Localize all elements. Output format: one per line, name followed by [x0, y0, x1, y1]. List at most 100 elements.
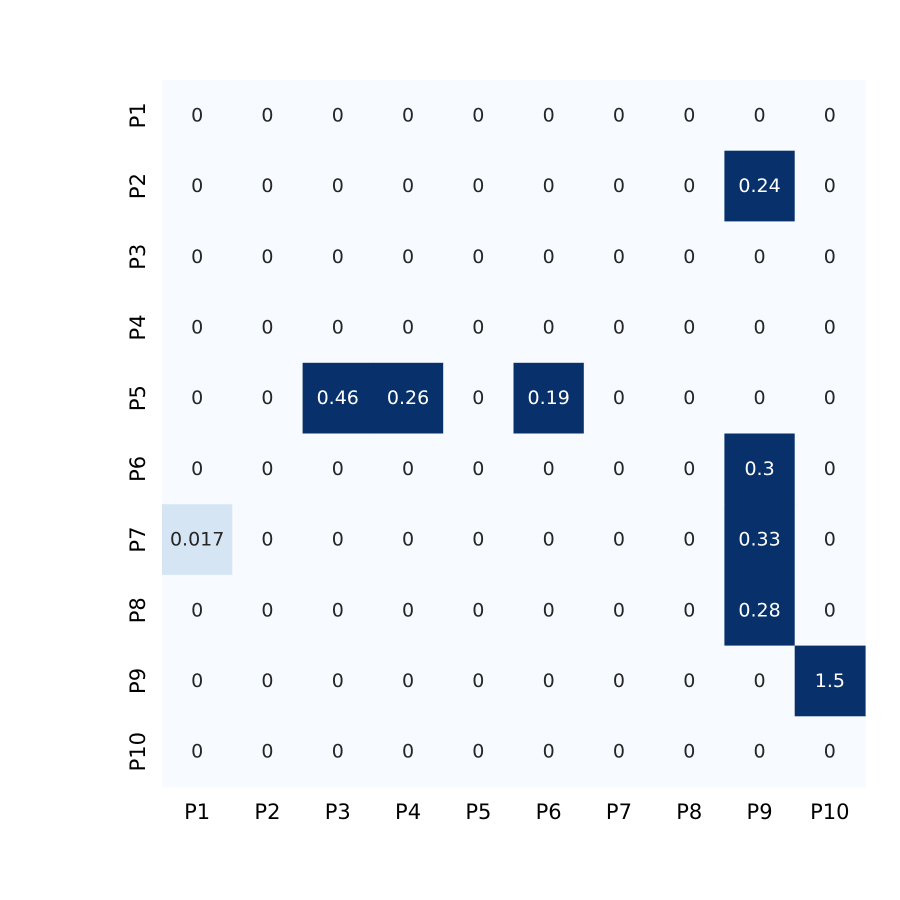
cell-value-label-r5-c8: 0 [683, 387, 695, 409]
heatmap-cell-r2-c1 [162, 150, 233, 222]
heatmap-cell-r9-c1 [162, 645, 233, 717]
heatmap-cell-r6-c9 [724, 433, 796, 505]
heatmap-cell-r8-c9 [724, 574, 796, 647]
y-tick-label-p6: P6 [126, 456, 150, 482]
heatmap-cell-r6-c6 [513, 433, 585, 505]
cell-value-label-r8-c2: 0 [261, 599, 273, 621]
cell-value-label-r8-c10: 0 [824, 599, 836, 621]
cell-value-label-r9-c3: 0 [332, 670, 344, 692]
heatmap-cell-r3-c1 [162, 221, 233, 293]
x-tick-label-p7: P7 [606, 800, 632, 824]
heatmap-cell-r3-c3 [302, 221, 374, 293]
cell-value-label-r10-c5: 0 [472, 741, 484, 763]
cell-value-label-r4-c6: 0 [543, 316, 555, 338]
heatmap-cell-r3-c7 [583, 221, 655, 293]
cell-value-label-r8-c6: 0 [543, 599, 555, 621]
cell-value-label-r2-c7: 0 [613, 175, 625, 197]
heatmap-cell-r2-c7 [583, 150, 655, 222]
cell-value-label-r10-c1: 0 [191, 741, 203, 763]
cell-value-label-r8-c4: 0 [402, 599, 414, 621]
cell-value-label-r10-c10: 0 [824, 741, 836, 763]
heatmap-cell-r10-c5 [443, 716, 515, 788]
cell-value-label-r7-c8: 0 [683, 529, 695, 551]
cell-value-label-r7-c5: 0 [472, 529, 484, 551]
cell-value-label-r8-c3: 0 [332, 599, 344, 621]
heatmap-cell-r4-c3 [302, 292, 374, 364]
heatmap-cell-r10-c8 [654, 716, 725, 788]
cell-value-label-r7-c9: 0.33 [738, 529, 780, 551]
heatmap-cell-r2-c10 [794, 150, 866, 222]
cell-value-label-r2-c8: 0 [683, 175, 695, 197]
cell-value-label-r5-c1: 0 [191, 387, 203, 409]
heatmap-cell-r10-c10 [794, 716, 866, 788]
x-tick-label-p8: P8 [676, 800, 702, 824]
cell-value-label-r9-c4: 0 [402, 670, 414, 692]
heatmap-cell-r7-c9 [724, 504, 796, 576]
heatmap-cell-r1-c2 [232, 80, 304, 152]
cell-value-label-r1-c9: 0 [754, 104, 766, 126]
x-tick-label-p10: P10 [810, 800, 849, 824]
heatmap-cell-r8-c5 [443, 574, 515, 647]
heatmap-cell-r2-c2 [232, 150, 304, 222]
heatmap-cell-r7-c10 [794, 504, 866, 576]
cell-value-label-r2-c10: 0 [824, 175, 836, 197]
cell-value-label-r7-c1: 0.017 [170, 529, 224, 551]
cell-value-label-r4-c5: 0 [472, 316, 484, 338]
heatmap-cell-r5-c5 [443, 362, 515, 435]
heatmap-cell-r8-c10 [794, 574, 866, 647]
cell-value-label-r3-c6: 0 [543, 246, 555, 268]
cell-value-label-r5-c4: 0.26 [387, 387, 429, 409]
cell-value-label-r2-c4: 0 [402, 175, 414, 197]
x-tick-label-p9: P9 [747, 800, 773, 824]
heatmap-cell-r10-c4 [372, 716, 444, 788]
y-tick-label-p8: P8 [126, 597, 150, 623]
cell-value-label-r3-c4: 0 [402, 246, 414, 268]
cell-value-label-r5-c9: 0 [754, 387, 766, 409]
heatmap-cell-r2-c5 [443, 150, 515, 222]
heatmap-cell-r5-c2 [232, 362, 304, 435]
heatmap-cell-r3-c5 [443, 221, 515, 293]
cell-value-label-r6-c3: 0 [332, 458, 344, 480]
heatmap-cell-r8-c3 [302, 574, 374, 647]
heatmap-cell-r9-c6 [513, 645, 585, 717]
heatmap-cell-r3-c6 [513, 221, 585, 293]
cell-value-label-r6-c8: 0 [683, 458, 695, 480]
heatmap-cell-r6-c5 [443, 433, 515, 505]
heatmap-cell-r1-c5 [443, 80, 515, 152]
x-tick-label-p5: P5 [465, 800, 491, 824]
cell-value-label-r1-c8: 0 [683, 104, 695, 126]
heatmap-cell-r3-c9 [724, 221, 796, 293]
cell-value-label-r7-c6: 0 [543, 529, 555, 551]
heatmap-cell-r5-c10 [794, 362, 866, 435]
heatmap-cell-r4-c2 [232, 292, 304, 364]
heatmap-cell-r7-c2 [232, 504, 304, 576]
cell-value-label-r7-c2: 0 [261, 529, 273, 551]
x-tick-label-p4: P4 [395, 800, 421, 824]
cell-value-label-r4-c4: 0 [402, 316, 414, 338]
cell-value-label-r9-c9: 0 [754, 670, 766, 692]
heatmap-cell-r8-c6 [513, 574, 585, 647]
heatmap-cell-r6-c4 [372, 433, 444, 505]
y-tick-label-p5: P5 [126, 385, 150, 411]
cell-value-label-r4-c8: 0 [683, 316, 695, 338]
cell-value-label-r2-c5: 0 [472, 175, 484, 197]
cell-value-label-r6-c7: 0 [613, 458, 625, 480]
heatmap-cell-r4-c8 [654, 292, 725, 364]
heatmap-cell-r1-c3 [302, 80, 374, 152]
cell-value-label-r7-c10: 0 [824, 529, 836, 551]
x-tick-label-p2: P2 [254, 800, 280, 824]
cell-value-label-r10-c6: 0 [543, 741, 555, 763]
y-axis: P1 P2 P3 P4 P5 P6 P7 P8 P9 P10 [126, 102, 150, 771]
cell-value-label-r3-c2: 0 [261, 246, 273, 268]
heatmap-cell-r8-c7 [583, 574, 655, 647]
heatmap-cell-r5-c8 [654, 362, 725, 435]
heatmap-cell-r4-c6 [513, 292, 585, 364]
cell-value-label-r3-c1: 0 [191, 246, 203, 268]
heatmap-cell-r10-c3 [302, 716, 374, 788]
cell-value-label-r7-c7: 0 [613, 529, 625, 551]
heatmap-cell-r4-c1 [162, 292, 233, 364]
heatmap-cell-r9-c9 [724, 645, 796, 717]
cell-value-label-r1-c2: 0 [261, 104, 273, 126]
cell-value-label-r3-c10: 0 [824, 246, 836, 268]
